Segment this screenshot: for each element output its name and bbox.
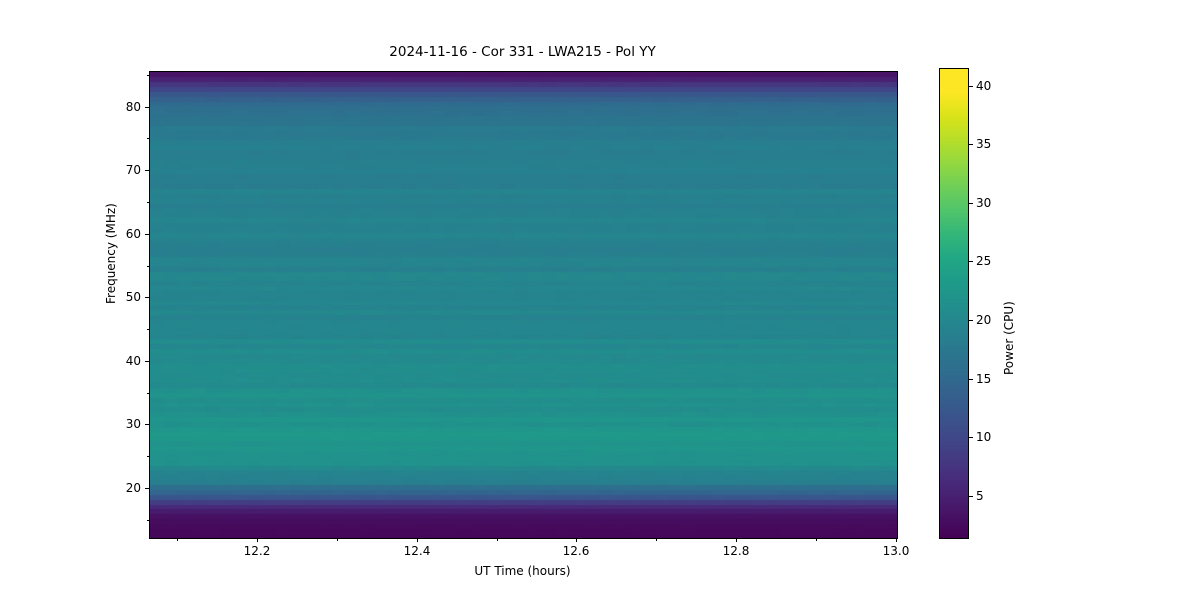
y-axis-tick-label: 50 xyxy=(125,290,141,304)
x-axis-tick-label: 12.4 xyxy=(403,544,431,558)
colorbar-tick-label: 10 xyxy=(976,430,992,444)
x-axis-label: UT Time (hours) xyxy=(474,564,571,578)
x-axis-tick xyxy=(257,538,258,542)
colorbar-tick-label: 30 xyxy=(976,196,992,210)
y-axis-tick xyxy=(145,488,149,489)
x-axis-tick xyxy=(896,538,897,542)
colorbar-tick xyxy=(969,379,973,380)
x-axis-tick-label: 13.0 xyxy=(882,544,910,558)
colorbar-tick xyxy=(969,144,973,145)
colorbar-tick xyxy=(969,203,973,204)
y-axis-minor-tick xyxy=(146,138,149,139)
y-axis-label: Frequency (MHz) xyxy=(104,203,118,304)
x-axis-minor-tick xyxy=(656,538,657,541)
colorbar[interactable] xyxy=(939,68,969,539)
colorbar-tick xyxy=(969,496,973,497)
colorbar-tick xyxy=(969,437,973,438)
colorbar-label: Power (CPU) xyxy=(1002,301,1016,375)
x-axis-tick xyxy=(576,538,577,542)
x-axis-tick-label: 12.6 xyxy=(562,544,590,558)
x-axis-tick-label: 12.2 xyxy=(243,544,271,558)
y-axis-tick xyxy=(145,234,149,235)
colorbar-tick-label: 5 xyxy=(976,489,984,503)
colorbar-tick-label: 25 xyxy=(976,254,992,268)
dynamic-spectrum-axes[interactable] xyxy=(149,71,898,539)
heatmap-image xyxy=(150,72,897,538)
y-axis-tick xyxy=(145,297,149,298)
y-axis-tick-label: 80 xyxy=(125,100,141,114)
y-axis-minor-tick xyxy=(146,393,149,394)
colorbar-tick-label: 15 xyxy=(976,372,992,386)
colorbar-gradient xyxy=(940,69,968,538)
x-axis-minor-tick xyxy=(337,538,338,541)
y-axis-minor-tick xyxy=(146,520,149,521)
colorbar-tick-label: 40 xyxy=(976,79,992,93)
colorbar-tick-label: 20 xyxy=(976,313,992,327)
y-axis-minor-tick xyxy=(146,456,149,457)
y-axis-tick-label: 60 xyxy=(125,227,141,241)
colorbar-tick xyxy=(969,261,973,262)
y-axis-minor-tick xyxy=(146,75,149,76)
colorbar-tick-label: 35 xyxy=(976,137,992,151)
x-axis-minor-tick xyxy=(497,538,498,541)
x-axis-tick-label: 12.8 xyxy=(722,544,750,558)
x-axis-tick xyxy=(736,538,737,542)
y-axis-tick xyxy=(145,424,149,425)
x-axis-minor-tick xyxy=(177,538,178,541)
page-title: 2024-11-16 - Cor 331 - LWA215 - Pol YY xyxy=(389,44,656,60)
y-axis-tick xyxy=(145,361,149,362)
x-axis-minor-tick xyxy=(816,538,817,541)
y-axis-tick-label: 70 xyxy=(125,163,141,177)
y-axis-tick-label: 40 xyxy=(125,354,141,368)
y-axis-minor-tick xyxy=(146,266,149,267)
colorbar-tick xyxy=(969,86,973,87)
y-axis-tick-label: 20 xyxy=(125,481,141,495)
y-axis-minor-tick xyxy=(146,202,149,203)
y-axis-minor-tick xyxy=(146,329,149,330)
y-axis-tick xyxy=(145,170,149,171)
x-axis-tick xyxy=(417,538,418,542)
colorbar-tick xyxy=(969,320,973,321)
y-axis-tick xyxy=(145,107,149,108)
y-axis-tick-label: 30 xyxy=(125,417,141,431)
